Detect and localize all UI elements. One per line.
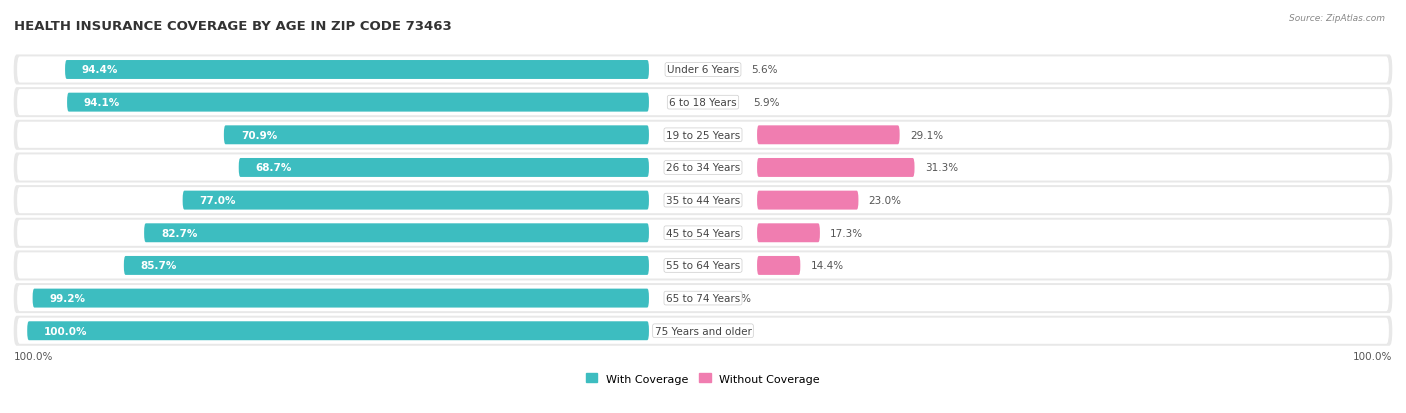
FancyBboxPatch shape bbox=[17, 90, 1389, 116]
Text: 100.0%: 100.0% bbox=[1353, 351, 1392, 361]
Text: 68.7%: 68.7% bbox=[256, 163, 292, 173]
FancyBboxPatch shape bbox=[124, 256, 650, 275]
Legend: With Coverage, Without Coverage: With Coverage, Without Coverage bbox=[582, 369, 824, 388]
Text: 5.9%: 5.9% bbox=[754, 98, 779, 108]
Text: 0.76%: 0.76% bbox=[718, 293, 751, 304]
Text: 5.6%: 5.6% bbox=[751, 65, 778, 75]
FancyBboxPatch shape bbox=[17, 253, 1389, 279]
Text: 0.0%: 0.0% bbox=[713, 326, 740, 336]
FancyBboxPatch shape bbox=[14, 251, 1392, 281]
FancyBboxPatch shape bbox=[756, 256, 800, 275]
FancyBboxPatch shape bbox=[14, 121, 1392, 150]
FancyBboxPatch shape bbox=[17, 188, 1389, 214]
Text: 85.7%: 85.7% bbox=[141, 261, 177, 271]
FancyBboxPatch shape bbox=[14, 153, 1392, 183]
FancyBboxPatch shape bbox=[27, 321, 650, 340]
FancyBboxPatch shape bbox=[17, 285, 1389, 311]
Text: 99.2%: 99.2% bbox=[49, 293, 86, 304]
FancyBboxPatch shape bbox=[17, 318, 1389, 344]
FancyBboxPatch shape bbox=[756, 224, 820, 243]
FancyBboxPatch shape bbox=[756, 126, 900, 145]
FancyBboxPatch shape bbox=[32, 289, 650, 308]
Text: 82.7%: 82.7% bbox=[162, 228, 197, 238]
Text: 31.3%: 31.3% bbox=[925, 163, 957, 173]
Text: 23.0%: 23.0% bbox=[869, 196, 901, 206]
FancyBboxPatch shape bbox=[14, 316, 1392, 346]
Text: 100.0%: 100.0% bbox=[44, 326, 87, 336]
FancyBboxPatch shape bbox=[183, 191, 650, 210]
Text: 26 to 34 Years: 26 to 34 Years bbox=[666, 163, 740, 173]
Text: HEALTH INSURANCE COVERAGE BY AGE IN ZIP CODE 73463: HEALTH INSURANCE COVERAGE BY AGE IN ZIP … bbox=[14, 20, 451, 33]
FancyBboxPatch shape bbox=[239, 159, 650, 178]
FancyBboxPatch shape bbox=[14, 88, 1392, 118]
FancyBboxPatch shape bbox=[756, 191, 859, 210]
Text: 19 to 25 Years: 19 to 25 Years bbox=[666, 131, 740, 140]
Text: 65 to 74 Years: 65 to 74 Years bbox=[666, 293, 740, 304]
FancyBboxPatch shape bbox=[14, 55, 1392, 85]
Text: 55 to 64 Years: 55 to 64 Years bbox=[666, 261, 740, 271]
Text: 14.4%: 14.4% bbox=[810, 261, 844, 271]
Text: 94.1%: 94.1% bbox=[84, 98, 121, 108]
FancyBboxPatch shape bbox=[17, 57, 1389, 83]
FancyBboxPatch shape bbox=[14, 283, 1392, 313]
Text: Source: ZipAtlas.com: Source: ZipAtlas.com bbox=[1289, 14, 1385, 24]
Text: 6 to 18 Years: 6 to 18 Years bbox=[669, 98, 737, 108]
Text: 100.0%: 100.0% bbox=[14, 351, 53, 361]
Text: Under 6 Years: Under 6 Years bbox=[666, 65, 740, 75]
FancyBboxPatch shape bbox=[14, 218, 1392, 248]
Text: 29.1%: 29.1% bbox=[910, 131, 943, 140]
FancyBboxPatch shape bbox=[17, 220, 1389, 246]
Text: 75 Years and older: 75 Years and older bbox=[655, 326, 751, 336]
FancyBboxPatch shape bbox=[145, 224, 650, 243]
Text: 45 to 54 Years: 45 to 54 Years bbox=[666, 228, 740, 238]
FancyBboxPatch shape bbox=[224, 126, 650, 145]
Text: 94.4%: 94.4% bbox=[82, 65, 118, 75]
Text: 77.0%: 77.0% bbox=[200, 196, 236, 206]
Text: 17.3%: 17.3% bbox=[830, 228, 863, 238]
FancyBboxPatch shape bbox=[756, 159, 914, 178]
FancyBboxPatch shape bbox=[65, 61, 650, 80]
FancyBboxPatch shape bbox=[17, 122, 1389, 149]
FancyBboxPatch shape bbox=[17, 155, 1389, 181]
Text: 70.9%: 70.9% bbox=[240, 131, 277, 140]
Text: 35 to 44 Years: 35 to 44 Years bbox=[666, 196, 740, 206]
FancyBboxPatch shape bbox=[14, 186, 1392, 216]
FancyBboxPatch shape bbox=[67, 93, 650, 112]
